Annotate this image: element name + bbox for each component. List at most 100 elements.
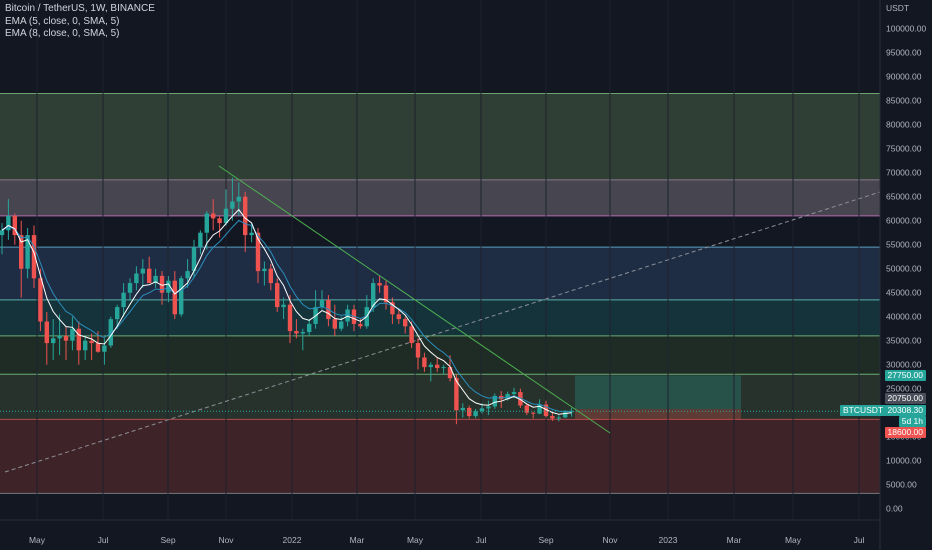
candle-body[interactable] xyxy=(51,338,56,344)
candle-body[interactable] xyxy=(543,404,549,417)
candle-body[interactable] xyxy=(147,268,152,284)
candle-body[interactable] xyxy=(89,340,94,344)
price-tick-label[interactable]: 55000.00 xyxy=(886,240,922,250)
candle-body[interactable] xyxy=(0,230,5,236)
candle-body[interactable] xyxy=(70,328,75,341)
candle-body[interactable] xyxy=(31,235,37,279)
candle-body[interactable] xyxy=(115,307,120,320)
candle-body[interactable] xyxy=(556,417,561,419)
candle-body[interactable] xyxy=(447,367,453,379)
price-tick-label[interactable]: 95000.00 xyxy=(886,48,922,58)
candle-body[interactable] xyxy=(102,345,107,352)
price-tick-label[interactable]: 35000.00 xyxy=(886,336,922,346)
candle-body[interactable] xyxy=(63,335,69,341)
candle-body[interactable] xyxy=(550,416,555,419)
zone-50k[interactable] xyxy=(0,247,880,300)
price-tick-label[interactable]: 65000.00 xyxy=(886,192,922,202)
candle-body[interactable] xyxy=(294,331,299,334)
candle-body[interactable] xyxy=(6,215,11,231)
ema8-line[interactable] xyxy=(1,219,572,412)
candle-body[interactable] xyxy=(473,411,478,417)
candle-body[interactable] xyxy=(537,404,542,414)
candle-body[interactable] xyxy=(435,364,440,369)
price-tick-label[interactable]: 30000.00 xyxy=(886,360,922,370)
price-tick-label[interactable]: 45000.00 xyxy=(886,288,922,298)
candle-body[interactable] xyxy=(486,406,491,409)
price-tick-label[interactable]: 10000.00 xyxy=(886,456,922,466)
price-tick-label[interactable]: 60000.00 xyxy=(886,216,922,226)
candle-body[interactable] xyxy=(454,378,459,411)
candle-body[interactable] xyxy=(127,283,133,293)
price-tick-label[interactable]: 80000.00 xyxy=(886,120,922,130)
symbol-title[interactable]: Bitcoin / TetherUS, 1W, BINANCE xyxy=(5,3,155,14)
position-loss-zone[interactable] xyxy=(575,409,741,420)
candle-body[interactable] xyxy=(518,392,523,406)
candle-body[interactable] xyxy=(166,280,171,293)
candle-body[interactable] xyxy=(422,357,427,368)
price-tick-label[interactable]: 5000.00 xyxy=(886,480,917,490)
candle-body[interactable] xyxy=(262,268,267,272)
time-tick-label[interactable]: Nov xyxy=(218,535,234,545)
time-tick-label[interactable]: Mar xyxy=(350,535,365,545)
candle-body[interactable] xyxy=(236,196,241,202)
time-tick-label[interactable]: Jul xyxy=(476,535,487,545)
price-tick-label[interactable]: 25000.00 xyxy=(886,384,922,394)
candle-body[interactable] xyxy=(441,367,446,369)
zone-65k[interactable] xyxy=(0,179,880,216)
candle-body[interactable] xyxy=(460,407,465,411)
candle-body[interactable] xyxy=(243,196,248,236)
time-tick-label[interactable]: Sep xyxy=(538,535,553,545)
price-tick-label[interactable]: 100000.00 xyxy=(886,24,926,34)
time-tick-label[interactable]: 2022 xyxy=(283,535,302,545)
ema8-legend[interactable]: EMA (8, close, 0, SMA, 5) xyxy=(5,28,120,39)
time-tick-label[interactable]: May xyxy=(407,535,424,545)
candle-body[interactable] xyxy=(511,392,517,394)
candle-body[interactable] xyxy=(275,283,280,308)
candle-body[interactable] xyxy=(38,278,43,322)
price-axis-panel[interactable] xyxy=(880,0,932,550)
candle-body[interactable] xyxy=(217,218,222,224)
candle-body[interactable] xyxy=(121,292,126,308)
candle-body[interactable] xyxy=(172,280,177,315)
candle-body[interactable] xyxy=(25,235,30,269)
candle-body[interactable] xyxy=(396,314,401,320)
candle-body[interactable] xyxy=(569,411,574,413)
candle-body[interactable] xyxy=(159,275,165,293)
candle-body[interactable] xyxy=(492,395,497,407)
candle-body[interactable] xyxy=(12,215,17,236)
candle-body[interactable] xyxy=(467,407,472,417)
candle-body[interactable] xyxy=(339,321,344,329)
zone-10k[interactable] xyxy=(0,419,880,494)
candle-body[interactable] xyxy=(95,343,101,352)
time-tick-label[interactable]: 2023 xyxy=(659,535,678,545)
zone-85k[interactable] xyxy=(0,93,880,180)
candle-body[interactable] xyxy=(57,335,62,339)
candle-body[interactable] xyxy=(319,299,325,308)
price-tick-label[interactable]: 0.00 xyxy=(886,504,903,514)
candle-body[interactable] xyxy=(358,323,363,327)
candle-body[interactable] xyxy=(108,319,113,346)
time-tick-label[interactable]: Mar xyxy=(727,535,742,545)
candle-body[interactable] xyxy=(383,285,389,303)
ema5-line[interactable] xyxy=(1,208,572,415)
candle-body[interactable] xyxy=(300,332,305,334)
candle-body[interactable] xyxy=(415,343,421,358)
candle-body[interactable] xyxy=(255,232,261,272)
zone-25k[interactable] xyxy=(0,374,880,420)
candle-body[interactable] xyxy=(524,405,529,413)
candle-body[interactable] xyxy=(307,323,312,333)
candle-body[interactable] xyxy=(531,412,536,414)
candle-body[interactable] xyxy=(185,271,190,279)
candle-body[interactable] xyxy=(44,321,49,344)
candle-body[interactable] xyxy=(409,326,414,344)
time-tick-label[interactable]: May xyxy=(29,535,46,545)
candle-body[interactable] xyxy=(204,213,209,233)
price-tick-label[interactable]: 85000.00 xyxy=(886,96,922,106)
candle-body[interactable] xyxy=(230,201,235,209)
candle-body[interactable] xyxy=(377,283,382,286)
candle-body[interactable] xyxy=(76,328,81,351)
candle-body[interactable] xyxy=(153,275,158,284)
candle-body[interactable] xyxy=(332,319,337,329)
candle-body[interactable] xyxy=(287,304,293,332)
